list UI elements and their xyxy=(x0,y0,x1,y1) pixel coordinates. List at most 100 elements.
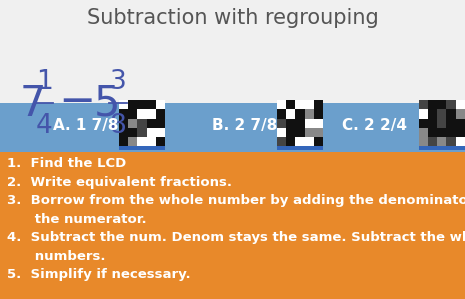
Bar xyxy=(295,128,305,137)
Bar xyxy=(156,100,165,109)
Bar xyxy=(428,128,437,137)
Bar xyxy=(156,128,165,137)
Text: A. 1 7/8: A. 1 7/8 xyxy=(53,118,119,133)
Text: 1.  Find the LCD: 1. Find the LCD xyxy=(7,158,126,170)
Bar xyxy=(156,109,165,119)
Bar xyxy=(146,119,156,128)
Bar xyxy=(446,119,456,128)
Bar xyxy=(277,147,323,150)
Bar xyxy=(137,137,146,147)
Bar xyxy=(295,119,305,128)
Bar xyxy=(437,137,446,147)
Bar xyxy=(286,109,295,119)
Bar xyxy=(128,100,137,109)
Text: C. 2 2/4: C. 2 2/4 xyxy=(342,118,407,133)
Bar xyxy=(128,119,137,128)
Bar xyxy=(418,119,428,128)
Bar xyxy=(456,119,465,128)
Bar xyxy=(418,137,428,147)
Bar xyxy=(286,128,295,137)
Bar xyxy=(314,137,323,147)
Bar xyxy=(119,119,128,128)
Bar xyxy=(128,109,137,119)
Bar xyxy=(437,109,446,119)
Bar xyxy=(314,119,323,128)
Bar xyxy=(437,128,446,137)
Bar xyxy=(437,100,446,109)
Bar xyxy=(418,128,428,137)
Bar xyxy=(437,119,446,128)
Bar xyxy=(428,109,437,119)
Bar xyxy=(146,128,156,137)
Text: 4: 4 xyxy=(36,113,53,139)
Bar xyxy=(156,137,165,147)
Text: 1: 1 xyxy=(36,69,53,95)
Bar xyxy=(418,100,428,109)
Bar xyxy=(119,109,128,119)
Text: the numerator.: the numerator. xyxy=(7,213,146,226)
Text: 3: 3 xyxy=(110,69,126,95)
Bar xyxy=(456,100,465,109)
Bar xyxy=(295,100,305,109)
Bar xyxy=(137,128,146,137)
Bar xyxy=(277,137,286,147)
Bar xyxy=(137,100,146,109)
Bar xyxy=(314,109,323,119)
Bar xyxy=(428,137,437,147)
Bar xyxy=(277,106,323,147)
Bar xyxy=(277,100,286,109)
Bar xyxy=(446,109,456,119)
Text: 7: 7 xyxy=(20,83,46,125)
Bar xyxy=(277,109,286,119)
Bar xyxy=(456,128,465,137)
Bar xyxy=(128,137,137,147)
Bar xyxy=(314,128,323,137)
Bar xyxy=(128,128,137,137)
Bar xyxy=(305,128,314,137)
Bar xyxy=(146,100,156,109)
Bar xyxy=(446,137,456,147)
Text: 4.  Subtract the num. Denom stays the same. Subtract the whole: 4. Subtract the num. Denom stays the sam… xyxy=(7,231,465,245)
Bar xyxy=(295,109,305,119)
Bar xyxy=(146,109,156,119)
Bar xyxy=(137,119,146,128)
Bar xyxy=(456,109,465,119)
Bar xyxy=(119,100,128,109)
Text: 8: 8 xyxy=(110,113,126,139)
Bar xyxy=(286,119,295,128)
Text: 2.  Write equivalent fractions.: 2. Write equivalent fractions. xyxy=(7,176,232,189)
Bar xyxy=(305,109,314,119)
Bar xyxy=(428,119,437,128)
Bar xyxy=(137,109,146,119)
Bar xyxy=(314,100,323,109)
Bar xyxy=(418,109,428,119)
Bar xyxy=(446,128,456,137)
Bar xyxy=(0,152,465,299)
Bar xyxy=(156,119,165,128)
Bar xyxy=(277,119,286,128)
Text: −: − xyxy=(59,80,96,123)
Bar xyxy=(286,137,295,147)
Text: 5.  Simplify if necessary.: 5. Simplify if necessary. xyxy=(7,269,191,281)
Bar xyxy=(446,100,456,109)
Text: Subtraction with regrouping: Subtraction with regrouping xyxy=(86,8,379,28)
Bar xyxy=(305,100,314,109)
Bar xyxy=(119,147,165,150)
Bar xyxy=(428,100,437,109)
Bar xyxy=(456,137,465,147)
Text: B. 2 7/8: B. 2 7/8 xyxy=(212,118,277,133)
Text: 3.  Borrow from the whole number by adding the denominator to: 3. Borrow from the whole number by addin… xyxy=(7,194,465,208)
Bar xyxy=(0,103,465,152)
Bar xyxy=(286,100,295,109)
Bar xyxy=(146,137,156,147)
Bar xyxy=(305,137,314,147)
Bar xyxy=(295,137,305,147)
Bar xyxy=(305,119,314,128)
Text: 5: 5 xyxy=(94,83,120,125)
Bar xyxy=(277,128,286,137)
Bar xyxy=(119,128,128,137)
Bar xyxy=(119,137,128,147)
Bar xyxy=(418,106,465,147)
Bar xyxy=(119,106,165,147)
Bar xyxy=(418,147,465,150)
